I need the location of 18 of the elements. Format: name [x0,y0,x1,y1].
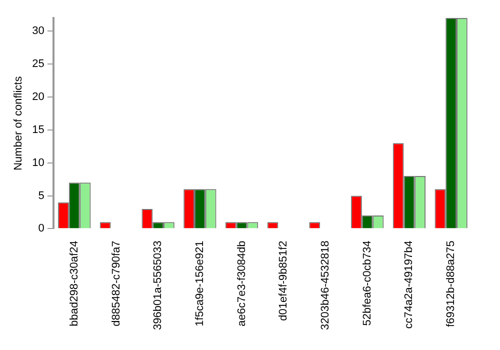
x-tick-label: 396b01a-5565033 [152,240,164,330]
x-tick-label: cc74a2a-49197b4 [403,240,416,329]
x-tick-label: d885482-c790fa7 [110,240,122,326]
y-tick-label: 10 [32,156,44,169]
x-tick-label: 52bfea6-c0cb734 [361,240,374,326]
x-tick-label: 3203b46-4532818 [320,240,332,330]
x-tick-label: f69312b-d88a275 [445,240,458,327]
y-tick-label: 0 [38,222,44,235]
x-tick-label: 1f5ca9e-156e921 [194,240,206,326]
y-tick-label: 25 [32,58,44,70]
y-axis-title: Number of conflicts [12,76,25,170]
x-tick-label: ae6c7e3-f3084db [236,240,248,326]
x-tick-label: d01ef4f-9b851f2 [278,240,290,321]
x-tick-label: bbad298-c30af24 [68,240,80,326]
y-tick-label: 15 [32,124,44,136]
y-tick-label: 20 [32,91,44,104]
y-tick-label: 5 [38,190,44,202]
y-tick-label: 30 [32,25,44,38]
